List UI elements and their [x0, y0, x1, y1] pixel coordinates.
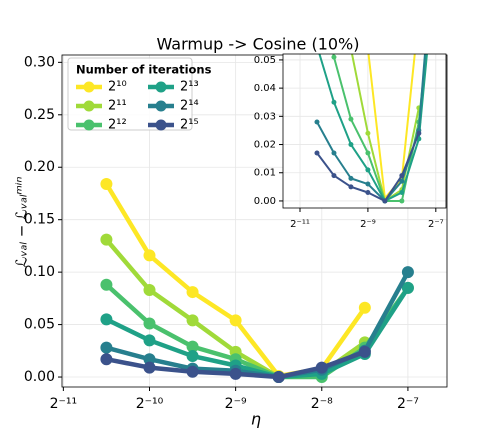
data-point [358, 301, 371, 314]
series-line [332, 54, 428, 202]
data-point [143, 361, 156, 374]
data-point [100, 278, 113, 291]
plot-area [314, 12, 428, 204]
legend-marker [155, 100, 167, 112]
axes-frame [61, 54, 448, 388]
data-point [399, 173, 405, 179]
y-tick-label: 0.10 [24, 264, 55, 280]
legend-marker [83, 119, 95, 131]
series-line [105, 286, 410, 380]
data-point [382, 198, 388, 204]
chart-title: Warmup -> Cosine (10%) [157, 35, 360, 54]
data-point [331, 150, 337, 156]
data-point [186, 286, 199, 299]
legend-title: Number of iterations [76, 63, 212, 77]
y-tick-label: 0.15 [24, 212, 55, 228]
legend-label: 2¹² [108, 118, 127, 133]
inset-background [283, 54, 446, 208]
data-point [314, 150, 320, 156]
legend-box [67, 57, 193, 131]
legend-marker [155, 81, 167, 93]
data-point [100, 313, 113, 326]
legend-label: 2¹⁰ [108, 80, 127, 95]
data-point [365, 46, 370, 51]
x-tick-label: 2⁻¹¹ [290, 219, 310, 230]
x-tick-label: 2⁻¹⁰ [136, 396, 164, 412]
data-point [314, 119, 320, 125]
y-tick-label: 0.04 [254, 83, 276, 94]
data-point [348, 184, 354, 190]
data-point [229, 314, 242, 327]
data-point [186, 314, 199, 327]
data-point [365, 150, 371, 156]
data-point [365, 189, 371, 195]
y-tick-label: 0.01 [254, 168, 276, 179]
y-tick-label: 0.00 [24, 369, 55, 385]
data-point [365, 130, 371, 136]
legend-marker [83, 81, 95, 93]
y-tick-label: 0.05 [254, 55, 276, 66]
y-tick-label: 0.30 [24, 54, 55, 70]
y-tick-label: 0.02 [254, 140, 276, 151]
data-point [348, 142, 354, 148]
data-point [100, 353, 113, 366]
y-tick-label: 0.00 [254, 196, 276, 207]
data-point [186, 340, 199, 353]
series-line [318, 54, 428, 202]
data-point [348, 175, 354, 181]
data-point [143, 249, 156, 262]
x-tick-label: 2⁻⁷ [428, 219, 444, 230]
y-tick-label: 0.20 [24, 159, 55, 175]
data-point [143, 317, 156, 330]
data-point [358, 345, 371, 358]
data-point [229, 367, 242, 380]
legend: Number of iterations 2¹⁰ 2¹¹ 2¹² 2¹³ 2¹⁴ 2¹⁵ [67, 57, 212, 133]
x-tick-label: 2⁻¹¹ [50, 396, 78, 412]
data-point [186, 365, 199, 378]
data-point [416, 130, 422, 136]
data-point [399, 178, 405, 184]
legend-marker [155, 119, 167, 131]
x-tick-label: 2⁻⁸ [311, 396, 333, 412]
data-point [143, 283, 156, 296]
y-tick-label: 0.03 [254, 111, 276, 122]
data-point [348, 116, 354, 122]
data-point [331, 54, 337, 60]
y-tick-label: 0.25 [24, 107, 55, 123]
data-point [100, 233, 113, 246]
data-point [143, 334, 156, 347]
x-tick-label: 2⁻⁹ [360, 219, 376, 230]
data-point [399, 198, 405, 204]
legend-label: 2¹⁵ [180, 118, 199, 133]
data-point [272, 371, 285, 384]
axes-frame [282, 53, 447, 209]
data-point [416, 12, 421, 17]
data-point [186, 350, 199, 363]
plot-area [100, 178, 414, 384]
data-point [315, 361, 328, 374]
legend-label: 2¹³ [180, 80, 199, 95]
legend-label: 2¹⁴ [180, 99, 199, 114]
y-axis-label: ℒᵥₐₗ − ℒᵥₐₗᵐⁱⁿ [13, 177, 31, 268]
data-point [331, 173, 337, 179]
data-point [399, 189, 405, 195]
data-point [365, 181, 371, 187]
legend-label: 2¹¹ [108, 99, 127, 114]
data-point [401, 266, 414, 279]
y-tick-label: 0.05 [24, 317, 55, 333]
data-point [100, 341, 113, 354]
legend-marker [83, 100, 95, 112]
data-point [365, 167, 371, 173]
data-point [100, 178, 113, 191]
x-tick-label: 2⁻⁷ [397, 396, 419, 412]
x-axis-label: η [251, 410, 261, 429]
data-point [401, 281, 414, 294]
data-point [331, 99, 337, 105]
data-point [143, 353, 156, 366]
x-tick-label: 2⁻⁹ [225, 396, 247, 412]
